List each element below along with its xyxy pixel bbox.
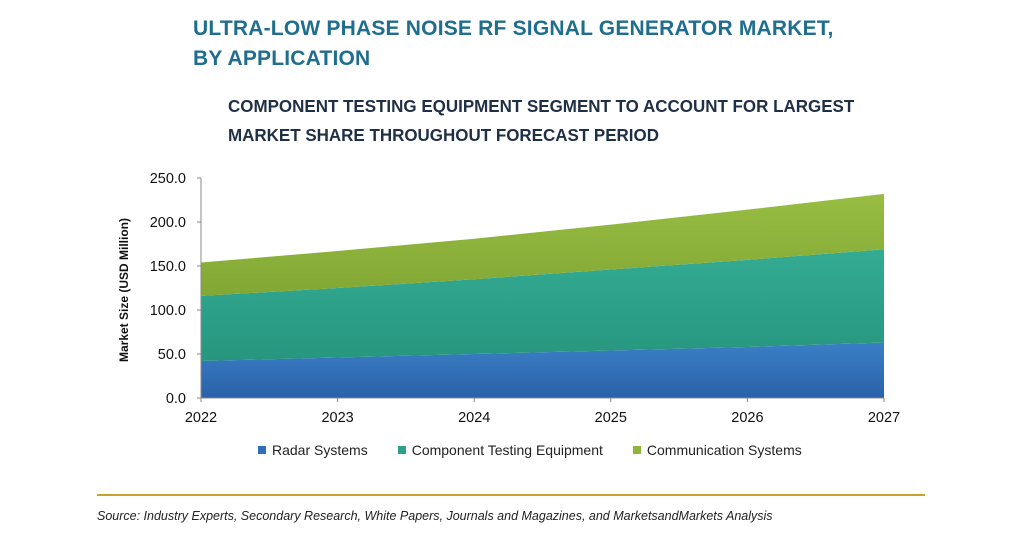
title-line-2: BY APPLICATION [193,47,371,70]
legend-item-radar: Radar Systems [258,442,368,458]
legend-swatch-radar [258,446,266,454]
area-chart: 0.0 50.0 100.0 150.0 200.0 250.0 2022 2023 2024 2… [117,171,900,426]
x-tick-label: 2024 [458,410,490,426]
x-tick-label: 2026 [731,410,763,426]
area-component-testing-equipment [201,249,884,362]
x-tick-label: 2027 [868,410,900,426]
y-tick-label: 150.0 [150,259,186,275]
chart-subtitle: COMPONENT TESTING EQUIPMENT SEGMENT TO A… [228,92,854,150]
x-tick-label: 2022 [185,410,217,426]
x-tick-label: 2025 [595,410,627,426]
source-note: Source: Industry Experts, Secondary Rese… [97,509,773,523]
area-radar-systems [201,342,884,398]
footer-divider [97,494,925,496]
legend-label-communication: Communication Systems [646,442,802,458]
legend-item-component-testing: Component Testing Equipment [397,442,603,458]
legend-item-communication: Communication Systems [632,442,802,458]
legend-swatch-communication [632,446,641,454]
y-tick-label: 200.0 [150,215,186,231]
title-line-1: ULTRA-LOW PHASE NOISE RF SIGNAL GENERATO… [193,17,834,40]
legend-swatch-component-testing [397,446,406,454]
chart-legend: Radar Systems Component Testing Equipmen… [258,442,802,458]
y-axis-label: Market Size (USD Million) [117,218,131,362]
legend-label-component-testing: Component Testing Equipment [411,442,603,458]
y-tick-label: 100.0 [150,303,186,319]
subtitle-line-2: MARKET SHARE THROUGHOUT FORECAST PERIOD [228,125,659,145]
x-tick-label: 2023 [321,410,353,426]
y-tick-label: 0.0 [166,391,186,407]
chart-title: ULTRA-LOW PHASE NOISE RF SIGNAL GENERATO… [193,14,834,74]
legend-label-radar: Radar Systems [272,442,368,458]
y-tick-label: 50.0 [158,347,186,363]
y-tick-label: 250.0 [150,171,186,187]
area-communication-systems [201,193,884,296]
subtitle-line-1: COMPONENT TESTING EQUIPMENT SEGMENT TO A… [228,96,855,116]
